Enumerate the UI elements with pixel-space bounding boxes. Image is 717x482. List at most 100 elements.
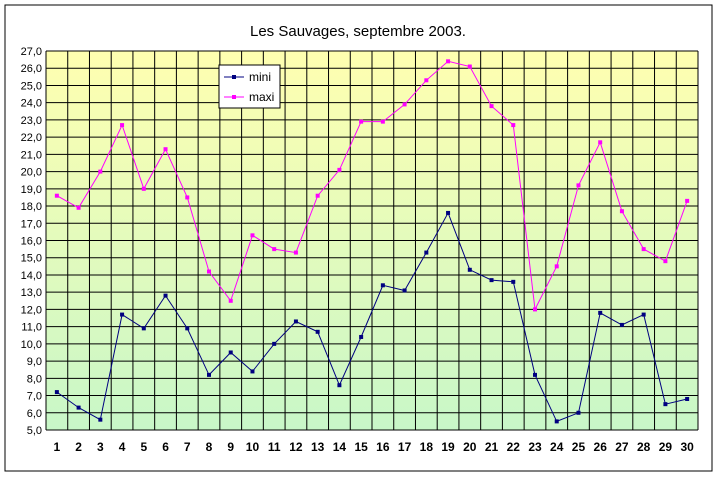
data-point: [446, 210, 451, 215]
x-tick-label: 30: [680, 440, 694, 454]
y-tick-label: 17,0: [21, 218, 42, 230]
data-point: [619, 322, 624, 327]
x-tick-label: 2: [75, 440, 82, 454]
y-tick-label: 19,0: [21, 184, 42, 196]
series-maxi: [54, 59, 690, 312]
data-point: [511, 123, 516, 128]
data-point: [359, 334, 364, 339]
y-tick-label: 24,0: [21, 98, 42, 110]
data-point: [511, 279, 516, 284]
data-point: [467, 267, 472, 272]
x-tick-label: 24: [550, 440, 564, 454]
y-axis-ticks: 5,0 6,0 7,0 8,0 9,0 10,0 11,0 12,0 13,0 14,0 15,0 1…: [21, 46, 42, 437]
x-tick-label: 12: [289, 440, 303, 454]
data-point: [446, 59, 451, 64]
x-tick-label: 3: [97, 440, 104, 454]
data-point: [424, 250, 429, 255]
y-tick-label: 5,0: [27, 425, 42, 437]
data-point: [120, 123, 125, 128]
y-tick-label: 16,0: [21, 236, 42, 248]
x-tick-label: 4: [119, 440, 126, 454]
y-tick-label: 15,0: [21, 253, 42, 265]
data-point: [359, 119, 364, 124]
data-point: [554, 419, 559, 424]
y-tick-label: 22,0: [21, 132, 42, 144]
y-tick-label: 10,0: [21, 339, 42, 351]
data-point: [272, 341, 277, 346]
y-tick-label: 7,0: [27, 391, 42, 403]
data-point: [293, 250, 298, 255]
x-tick-label: 1: [54, 440, 61, 454]
y-tick-label: 26,0: [21, 63, 42, 75]
data-point: [337, 383, 342, 388]
data-point: [533, 372, 537, 377]
x-tick-label: 23: [528, 440, 542, 454]
data-point: [185, 326, 190, 331]
x-tick-label: 14: [333, 440, 347, 454]
x-tick-label: 18: [420, 440, 434, 454]
legend: mini maxi: [218, 64, 281, 109]
data-point: [250, 369, 255, 374]
y-tick-label: 13,0: [21, 287, 42, 299]
legend-entry-mini: mini: [224, 70, 271, 84]
x-tick-label: 19: [441, 440, 455, 454]
y-tick-label: 8,0: [27, 373, 42, 385]
y-tick-label: 9,0: [27, 356, 42, 368]
legend-box: [218, 64, 281, 109]
data-point: [424, 78, 429, 83]
data-point: [402, 288, 407, 293]
x-tick-label: 9: [227, 440, 234, 454]
data-point: [141, 326, 146, 331]
x-tick-label: 7: [184, 440, 191, 454]
data-point: [554, 264, 559, 269]
y-tick-label: 18,0: [21, 201, 42, 213]
data-point: [489, 104, 494, 109]
data-point: [250, 233, 255, 238]
data-point: [619, 209, 624, 214]
x-tick-label: 16: [376, 440, 390, 454]
y-tick-label: 20,0: [21, 167, 42, 179]
data-point: [533, 307, 537, 312]
chart-title: Les Sauvages, septembre 2003.: [250, 23, 466, 40]
x-tick-label: 10: [246, 440, 260, 454]
data-point: [228, 298, 233, 303]
data-point: [141, 186, 146, 191]
x-tick-label: 17: [398, 440, 412, 454]
data-point: [576, 183, 581, 188]
data-point: [380, 119, 385, 124]
data-point: [54, 193, 59, 198]
series-layer: [54, 59, 690, 424]
data-point: [402, 102, 407, 107]
data-point: [315, 329, 320, 334]
data-point: [98, 417, 103, 422]
x-tick-label: 21: [485, 440, 499, 454]
x-tick-label: 28: [637, 440, 651, 454]
data-point: [598, 140, 603, 145]
series-line-maxi: [56, 60, 688, 312]
data-point: [76, 405, 81, 410]
x-tick-label: 26: [594, 440, 608, 454]
x-tick-label: 11: [268, 440, 281, 454]
data-point: [163, 293, 168, 298]
x-tick-label: 8: [206, 440, 213, 454]
x-tick-label: 25: [572, 440, 586, 454]
series-line-mini: [56, 211, 688, 423]
data-point: [663, 402, 668, 407]
y-tick-label: 12,0: [21, 304, 42, 316]
data-point: [641, 247, 646, 252]
data-point: [315, 193, 320, 198]
data-point: [207, 372, 211, 377]
data-point: [120, 312, 125, 317]
x-tick-label: 22: [507, 440, 521, 454]
data-point: [663, 259, 668, 264]
grid-lines: [45, 50, 699, 431]
x-tick-label: 20: [463, 440, 477, 454]
data-point: [380, 283, 385, 288]
x-tick-label: 27: [615, 440, 629, 454]
data-point: [576, 410, 581, 415]
data-point: [467, 64, 472, 69]
series-mini: [54, 210, 690, 424]
legend-label: mini: [249, 70, 271, 84]
x-tick-label: 13: [311, 440, 325, 454]
